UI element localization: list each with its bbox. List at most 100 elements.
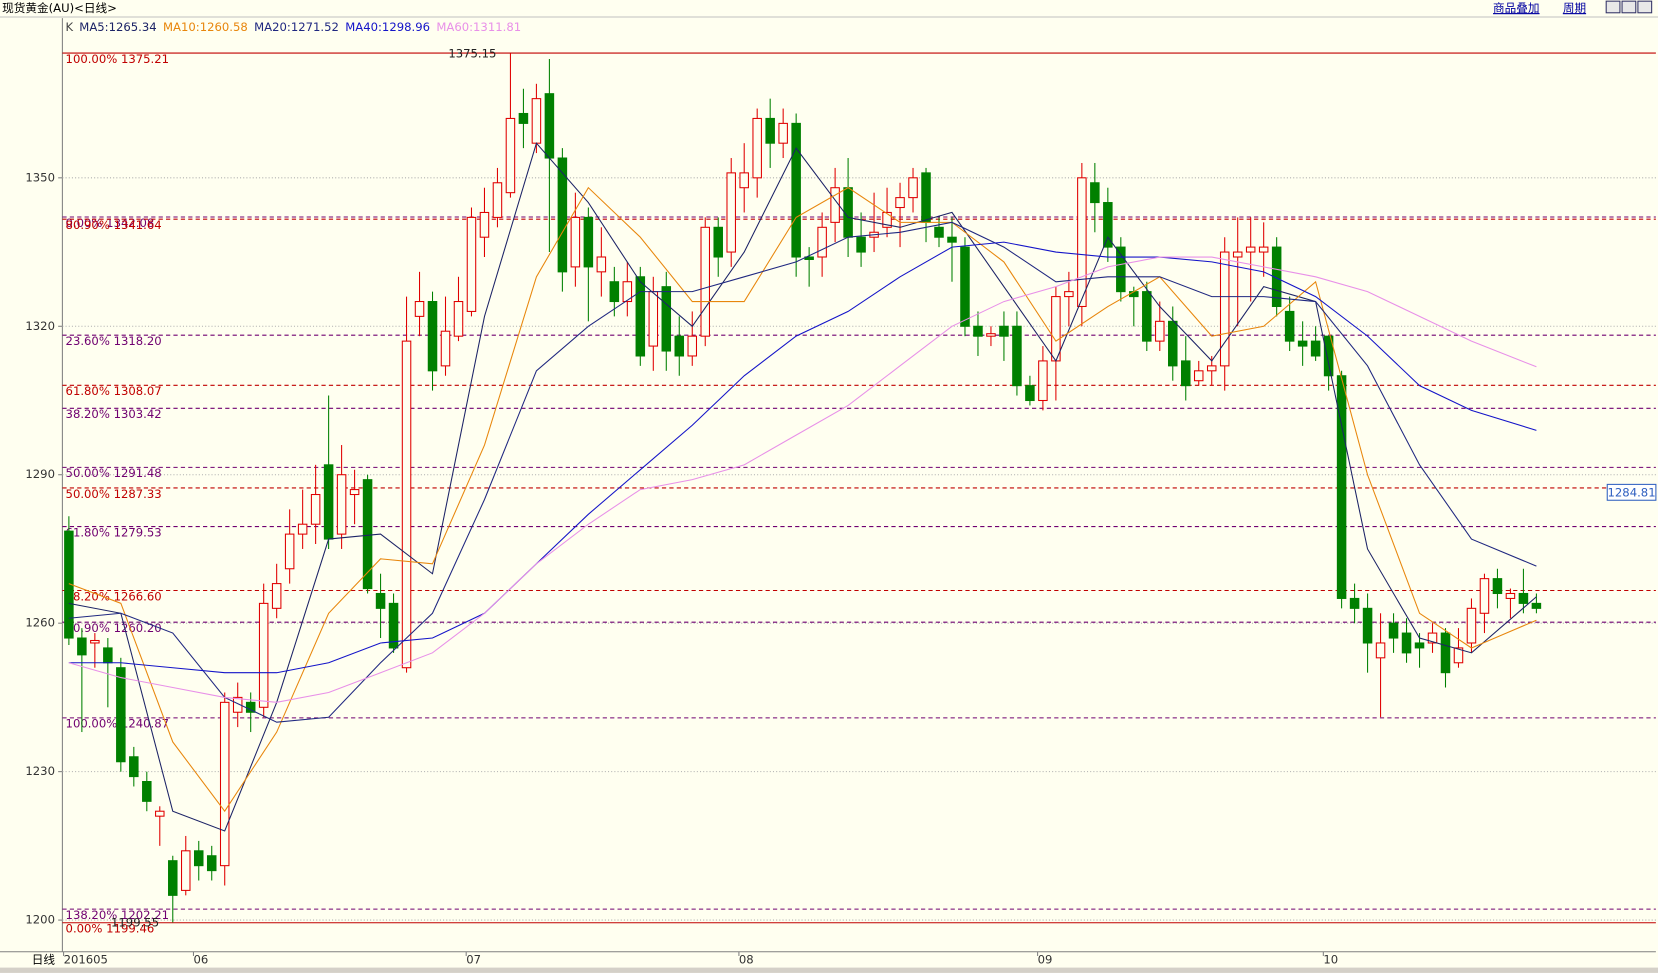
candle-body bbox=[414, 301, 425, 317]
candle-body bbox=[1180, 360, 1191, 387]
x-tick-label: 07 bbox=[466, 953, 481, 967]
candle-body bbox=[1531, 602, 1542, 609]
candle-body bbox=[1336, 375, 1347, 599]
candle-body bbox=[103, 647, 113, 664]
candle-body bbox=[64, 530, 74, 639]
candle-body bbox=[1505, 592, 1516, 599]
candle-body bbox=[1427, 632, 1438, 644]
fib-label: 50.00% 1291.48 bbox=[66, 466, 162, 480]
candle-body bbox=[960, 246, 970, 327]
candle-body bbox=[817, 226, 827, 258]
fib-label: 0.00% 1199.46 bbox=[66, 922, 155, 936]
fib-label: 38.20% 1303.42 bbox=[66, 407, 162, 421]
candle-body bbox=[1142, 291, 1152, 342]
candle-body bbox=[1362, 607, 1373, 644]
candle-body bbox=[700, 226, 710, 337]
fib-label: 80.90% 1260.20 bbox=[66, 621, 162, 635]
candle-body bbox=[193, 850, 204, 867]
candle-body bbox=[856, 236, 866, 253]
candle-body bbox=[1310, 340, 1321, 357]
candle-body bbox=[116, 667, 126, 763]
candle-body bbox=[1025, 385, 1035, 402]
candle-body bbox=[986, 333, 996, 337]
candle-body bbox=[882, 211, 892, 228]
candle-body bbox=[1219, 251, 1230, 367]
window-buttons bbox=[1605, 0, 1653, 14]
candle-body bbox=[1051, 296, 1061, 362]
candle-body bbox=[934, 226, 944, 238]
candle-body bbox=[271, 583, 282, 609]
candle-body bbox=[1401, 632, 1412, 654]
x-tick-label: 08 bbox=[739, 953, 754, 967]
x-tick-label: 201605 bbox=[64, 953, 108, 967]
legend-entry: MA10:1260.58 bbox=[163, 20, 248, 34]
menu-item[interactable]: 周期 bbox=[1563, 1, 1586, 15]
candle-body bbox=[791, 122, 801, 258]
fib-label: 61.80% 1308.07 bbox=[66, 384, 162, 398]
candle-body bbox=[492, 182, 503, 218]
candle-body bbox=[674, 335, 685, 357]
button[interactable] bbox=[1605, 0, 1621, 14]
fib-label: 100.00% 1375.21 bbox=[66, 52, 170, 66]
candle-body bbox=[129, 756, 139, 778]
candle-body bbox=[843, 187, 853, 238]
fib-label: 38.20% 1266.60 bbox=[66, 589, 162, 603]
bottom-strip bbox=[0, 967, 1658, 973]
y-tick-label: 1320 bbox=[25, 319, 55, 333]
legend-entry: MA60:1311.81 bbox=[436, 20, 521, 34]
candle-body bbox=[1414, 642, 1425, 649]
candle-body bbox=[1077, 177, 1087, 308]
candle-body bbox=[544, 93, 555, 159]
ma-line bbox=[68, 221, 1537, 723]
candle-body bbox=[1168, 320, 1178, 367]
candle-body bbox=[479, 211, 490, 238]
candle-body bbox=[206, 855, 217, 872]
candle-body bbox=[1453, 647, 1464, 664]
candle-body bbox=[661, 286, 672, 352]
candle-body bbox=[155, 810, 165, 817]
candle-body bbox=[1064, 291, 1074, 298]
candle-body bbox=[999, 325, 1009, 337]
candle-body bbox=[726, 172, 736, 253]
candle-body bbox=[583, 216, 594, 268]
fib-label: 23.60% 1318.20 bbox=[66, 334, 162, 348]
candle-body bbox=[1129, 291, 1139, 298]
ma-line bbox=[68, 256, 1537, 703]
candle-body bbox=[1466, 607, 1477, 644]
y-tick-label: 1290 bbox=[25, 467, 55, 481]
candle-body bbox=[1440, 632, 1451, 674]
y-tick-label: 1230 bbox=[25, 764, 55, 778]
period-label: 日线 bbox=[32, 953, 56, 967]
button[interactable] bbox=[1637, 0, 1653, 14]
candle-body bbox=[1518, 592, 1529, 604]
candle-body bbox=[1492, 578, 1503, 595]
candle-body bbox=[1012, 325, 1022, 387]
candle-body bbox=[284, 533, 295, 570]
menu-item[interactable]: 商品叠加 bbox=[1493, 1, 1540, 15]
legend-prefix: K bbox=[66, 20, 74, 34]
candle-body bbox=[1479, 578, 1490, 614]
legend-entry: MA5:1265.34 bbox=[79, 20, 156, 34]
candle-body bbox=[895, 197, 905, 209]
candle-body bbox=[778, 122, 788, 144]
y-tick-label: 1200 bbox=[25, 913, 55, 927]
candle-body bbox=[427, 301, 438, 372]
candle-body bbox=[752, 117, 762, 179]
candle-body bbox=[142, 781, 152, 802]
ma-line bbox=[68, 142, 1537, 832]
candle-body bbox=[687, 335, 698, 357]
candle-body bbox=[336, 474, 347, 535]
candle-body bbox=[518, 112, 529, 124]
candle-body bbox=[973, 325, 983, 337]
candle-body bbox=[388, 602, 399, 649]
y-tick-label: 1260 bbox=[25, 616, 55, 630]
candle-body bbox=[531, 98, 542, 144]
button[interactable] bbox=[1621, 0, 1637, 14]
fib-label: 80.90% 1341.64 bbox=[66, 218, 162, 232]
candle-body bbox=[1038, 360, 1048, 402]
candle-body bbox=[622, 281, 633, 303]
candle-body bbox=[349, 489, 360, 496]
candle-body bbox=[181, 850, 191, 891]
candle-body bbox=[90, 639, 100, 644]
ma-line bbox=[68, 186, 1537, 813]
